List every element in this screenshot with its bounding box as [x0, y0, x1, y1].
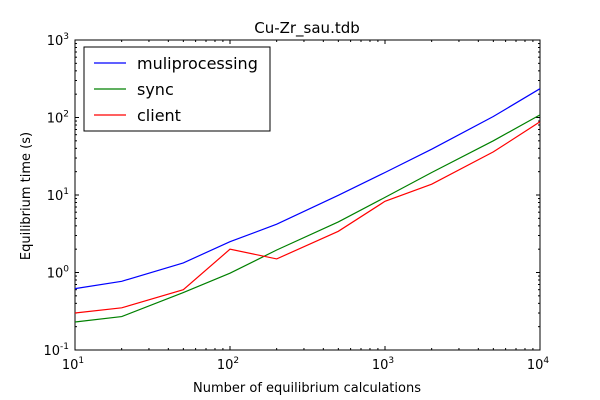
y-axis-label: Equilibrium time (s) — [19, 132, 34, 260]
y-tick-label: 103 — [47, 32, 69, 49]
legend-label-muliprocessing: muliprocessing — [137, 54, 258, 73]
plot-area: 101 102 103 104 10-1 100 101 102 103 muliprocessi… — [43, 32, 549, 373]
legend-label-sync: sync — [137, 80, 174, 99]
x-tick-label: 104 — [527, 356, 550, 373]
x-tick-label: 103 — [372, 356, 394, 373]
chart-title: Cu-Zr_sau.tdb — [254, 19, 360, 38]
y-tick-label: 10-1 — [43, 342, 69, 359]
series-line-muliprocessing — [74, 88, 541, 290]
legend-label-client: client — [137, 106, 181, 125]
series-line-client — [74, 121, 541, 314]
x-axis-label: Number of equilibrium calculations — [193, 381, 421, 396]
x-tick-label: 101 — [62, 356, 84, 373]
series-line-sync — [74, 114, 541, 323]
y-tick-label: 100 — [47, 265, 70, 282]
y-tick-label: 102 — [47, 110, 69, 127]
y-tick-label: 101 — [47, 187, 69, 204]
x-tick-label: 102 — [217, 356, 239, 373]
